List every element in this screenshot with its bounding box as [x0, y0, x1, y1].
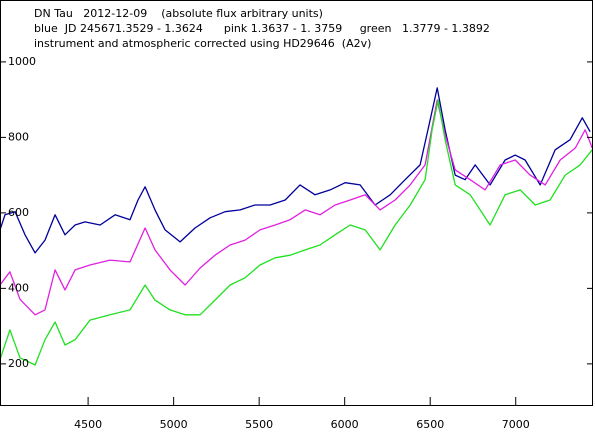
- spectrum-line: [0, 99, 593, 366]
- title-line: blue JD 245671.3529 - 1.3624 pink 1.3637…: [34, 22, 490, 35]
- x-tick-label: 7000: [502, 418, 530, 431]
- x-tick-label: 6000: [331, 418, 359, 431]
- y-tick-label: 600: [8, 206, 29, 219]
- y-tick-label: 200: [8, 357, 29, 370]
- x-tick-label: 4500: [74, 418, 102, 431]
- x-tick-label: 6500: [416, 418, 444, 431]
- title-line: DN Tau 2012-12-09 (absolute flux arbitra…: [34, 7, 323, 20]
- title-line: instrument and atmospheric corrected usi…: [34, 37, 371, 50]
- plot-area: [0, 87, 593, 366]
- y-tick-label: 800: [8, 130, 29, 143]
- y-tick-label: 1000: [8, 55, 36, 68]
- y-tick-label: 400: [8, 281, 29, 294]
- spectrum-line: [0, 99, 593, 316]
- x-tick-label: 5000: [160, 418, 188, 431]
- spectrum-line: [0, 87, 591, 254]
- x-tick-label: 5500: [245, 418, 273, 431]
- plot-frame: [0, 0, 593, 406]
